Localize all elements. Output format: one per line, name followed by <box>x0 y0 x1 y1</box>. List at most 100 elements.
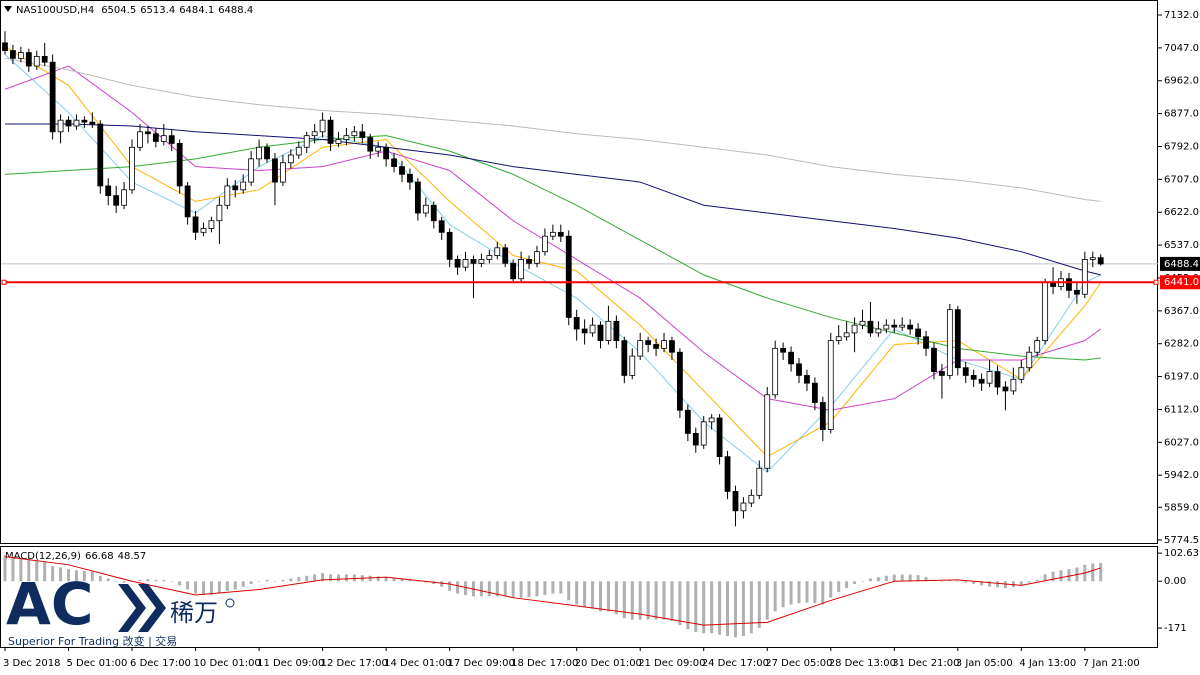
candle-body <box>621 340 628 376</box>
macd-bar <box>1035 579 1039 582</box>
macd-bar <box>908 574 912 582</box>
macd-bar <box>1043 574 1047 582</box>
macd-bar <box>583 581 587 608</box>
x-tick-label: 31 Dec 21:00 <box>892 658 959 669</box>
macd-bar <box>622 581 626 619</box>
macd-bar <box>527 581 531 598</box>
macd-bar <box>51 566 55 582</box>
candle-body <box>573 317 580 330</box>
candle-body <box>883 324 890 330</box>
macd-bar <box>606 581 610 612</box>
candle-body <box>819 402 826 430</box>
x-tick-label: 5 Dec 01:00 <box>67 658 128 669</box>
candle-body <box>49 61 56 133</box>
y-tick-label: 6962.0 <box>1164 76 1199 87</box>
candle-body <box>184 185 191 218</box>
macd-bar <box>551 581 555 594</box>
macd-bar <box>940 581 944 582</box>
candle-body <box>756 467 763 496</box>
macd-bar <box>686 581 690 630</box>
macd-bar <box>1067 568 1071 582</box>
macd-bar <box>861 581 865 582</box>
x-tick-label: 7 Jan 21:00 <box>1083 658 1140 669</box>
y-tick-label: 6282.0 <box>1164 339 1199 350</box>
x-tick-label: 24 Dec 17:00 <box>702 658 769 669</box>
macd-bar <box>98 575 102 582</box>
macd-bar <box>114 581 118 582</box>
candle-body <box>804 375 810 384</box>
close: 6488.4 <box>218 5 253 16</box>
candle-body <box>923 336 929 349</box>
candle-body <box>684 409 691 434</box>
y-tick-label: 6537.0 <box>1164 240 1199 251</box>
macd-bar <box>638 581 642 620</box>
x-tick-label: 12 Dec 17:00 <box>321 658 388 669</box>
logo: AC 稀万 Superior For Trading 改变 | 交易 <box>6 570 235 648</box>
macd-bar <box>297 577 301 582</box>
macd-bar <box>884 575 888 582</box>
x-tick-label: 10 Dec 01:00 <box>194 658 261 669</box>
candle-body <box>931 347 937 372</box>
candle-body <box>327 119 334 144</box>
candle-body <box>748 494 755 504</box>
candle-body <box>383 146 390 160</box>
candle-body <box>359 131 366 138</box>
logo-registered <box>225 598 235 608</box>
level-handle <box>1 279 7 285</box>
x-tick-label: 28 Dec 13:00 <box>829 658 896 669</box>
candle-body <box>57 119 64 133</box>
candle-body <box>137 131 143 148</box>
candle-body <box>589 324 596 334</box>
candle-body <box>351 131 358 137</box>
macd-bar <box>384 577 388 582</box>
macd-bar <box>27 559 31 582</box>
macd-bar <box>956 581 960 582</box>
candle-body <box>534 251 540 264</box>
level-label: 6441.0 <box>1164 277 1199 288</box>
candle-body <box>732 491 739 512</box>
macd-bar <box>948 579 952 582</box>
open: 6504.5 <box>101 5 136 16</box>
y-tick-label: 6197.0 <box>1164 372 1199 383</box>
candle-body <box>208 220 215 229</box>
macd-bar <box>82 570 86 582</box>
macd-main: 66.68 <box>85 551 114 562</box>
candle-body <box>200 228 207 233</box>
candle-body <box>835 336 842 342</box>
macd-bar <box>289 578 293 582</box>
candle-body <box>915 328 921 338</box>
macd-bar <box>178 581 182 586</box>
candle-body <box>557 231 564 237</box>
candle-body <box>954 309 961 369</box>
candle-body <box>1074 289 1080 295</box>
candle-body <box>700 421 707 446</box>
macd-title: MACD(12,26,9) <box>5 551 81 562</box>
macd-bar <box>694 581 698 632</box>
candle-body <box>716 417 723 458</box>
macd-bar <box>1091 563 1095 582</box>
macd-bar <box>265 579 269 582</box>
candle-body <box>105 185 112 197</box>
y-tick-label: 5942.0 <box>1164 470 1199 481</box>
moving-average <box>5 123 1101 276</box>
macd-bar <box>35 560 39 582</box>
candle-body <box>1010 378 1017 392</box>
macd-bar <box>376 576 380 582</box>
macd-bar <box>829 581 833 598</box>
macd-bar <box>575 581 579 605</box>
y-tick-label: 7132.0 <box>1164 10 1199 21</box>
y-tick-label: 5774.5 <box>1164 535 1199 546</box>
candle-body <box>653 344 659 349</box>
candle-body <box>946 309 953 376</box>
macd-bar <box>797 581 801 604</box>
candle-body <box>875 328 882 334</box>
candle-body <box>287 154 294 164</box>
macd-panel <box>0 546 1158 648</box>
macd-header: MACD(12,26,9) 66.68 48.57 <box>5 551 146 562</box>
candle-body <box>1066 278 1072 291</box>
candle-body <box>1097 257 1104 265</box>
macd-bar <box>3 555 7 582</box>
macd-bar <box>591 581 595 609</box>
candle-body <box>272 158 278 183</box>
macd-bar <box>646 581 650 620</box>
